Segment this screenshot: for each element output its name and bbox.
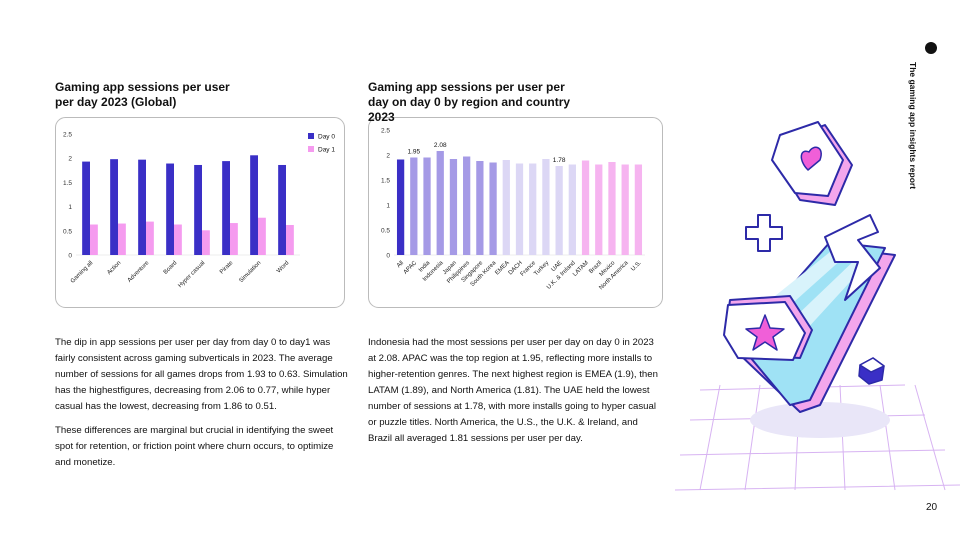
y-tick-label: 0.5 bbox=[63, 228, 72, 235]
chart-title: Gaming app sessions per user per day 202… bbox=[55, 80, 230, 109]
y-tick-label: 2.5 bbox=[381, 128, 390, 135]
chart-title: Gaming app sessions per user per day on … bbox=[368, 80, 571, 124]
bar bbox=[621, 164, 629, 255]
bar bbox=[286, 224, 294, 255]
report-icon bbox=[925, 42, 937, 54]
data-label: 2.08 bbox=[434, 142, 447, 149]
y-tick-label: 2 bbox=[68, 156, 72, 163]
bar bbox=[118, 223, 126, 255]
bar bbox=[436, 151, 444, 255]
y-tick-label: 0.5 bbox=[381, 228, 390, 235]
bar bbox=[608, 162, 616, 255]
bar bbox=[529, 163, 537, 255]
y-tick-label: 0 bbox=[386, 253, 390, 260]
bar bbox=[230, 223, 238, 255]
data-label: 1.78 bbox=[553, 157, 566, 164]
bar bbox=[222, 161, 230, 255]
bar bbox=[258, 217, 266, 255]
report-title: The gaming app insights report bbox=[908, 62, 918, 190]
bar bbox=[202, 230, 210, 255]
page-number: 20 bbox=[926, 502, 938, 513]
legend-swatch bbox=[308, 133, 314, 139]
bar bbox=[595, 164, 603, 255]
bar bbox=[476, 161, 484, 255]
bar bbox=[250, 155, 258, 255]
bar bbox=[138, 159, 146, 255]
legend-swatch bbox=[308, 146, 314, 152]
bar bbox=[82, 161, 90, 255]
bar bbox=[449, 159, 458, 255]
bar bbox=[90, 224, 98, 255]
bar bbox=[410, 157, 418, 255]
bar bbox=[568, 164, 576, 255]
y-tick-label: 1.5 bbox=[63, 180, 72, 187]
bar bbox=[555, 166, 563, 255]
y-tick-label: 1 bbox=[68, 204, 72, 211]
x-tick-label: All bbox=[396, 260, 405, 269]
bar bbox=[194, 164, 202, 255]
y-tick-label: 2 bbox=[386, 153, 390, 160]
bar bbox=[174, 224, 182, 255]
paragraph: The dip in app sessions per user per day… bbox=[55, 337, 348, 412]
bar bbox=[542, 159, 550, 255]
paragraph: These differences are marginal but cruci… bbox=[55, 425, 334, 468]
bar bbox=[581, 160, 590, 255]
bar bbox=[396, 159, 405, 255]
bar bbox=[278, 164, 286, 255]
bar bbox=[463, 156, 471, 255]
y-tick-label: 1.5 bbox=[381, 178, 390, 185]
bar bbox=[110, 159, 118, 255]
y-tick-label: 0 bbox=[68, 253, 72, 260]
data-label: 1.95 bbox=[407, 149, 420, 156]
bar bbox=[489, 162, 497, 255]
bar bbox=[634, 164, 643, 255]
paragraph: Indonesia had the most sessions per user… bbox=[368, 337, 658, 444]
y-tick-label: 2.5 bbox=[63, 132, 72, 139]
y-tick-label: 1 bbox=[386, 203, 390, 210]
bar bbox=[166, 163, 174, 255]
bar bbox=[515, 163, 524, 255]
bar bbox=[423, 157, 431, 255]
bar bbox=[502, 160, 510, 255]
legend-label: Day 1 bbox=[318, 147, 335, 154]
legend-label: Day 0 bbox=[318, 134, 335, 141]
illustration bbox=[674, 121, 960, 491]
bar bbox=[146, 221, 154, 255]
